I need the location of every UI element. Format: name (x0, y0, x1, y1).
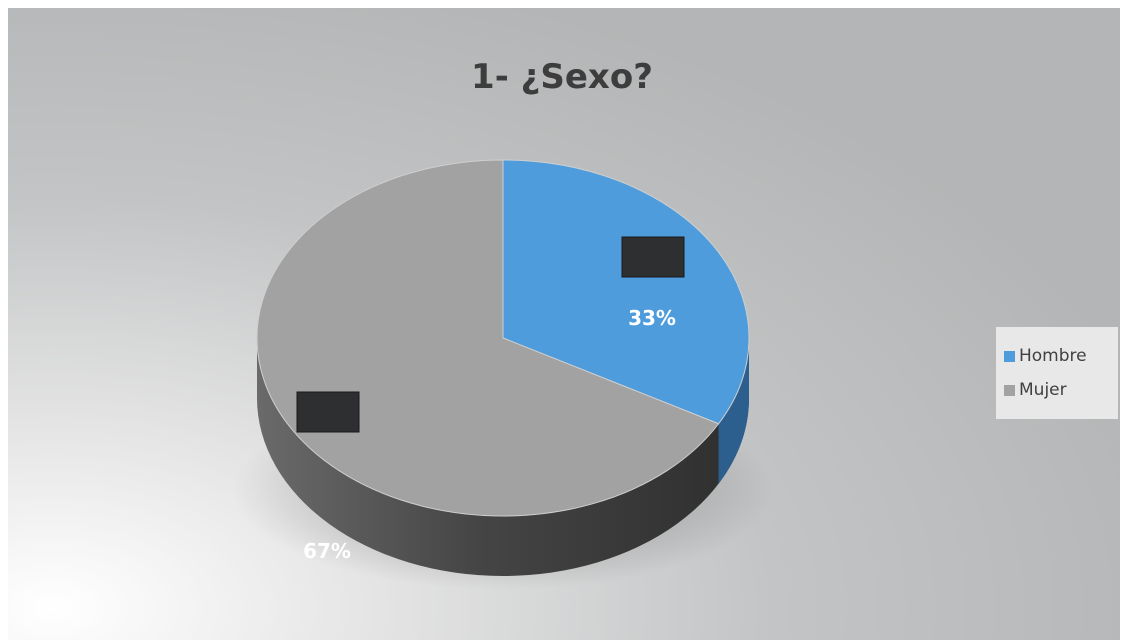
label-box-mujer (296, 391, 360, 433)
legend-swatch-mujer (1004, 384, 1015, 396)
legend-swatch-hombre (1004, 350, 1015, 362)
legend-label-hombre: Hombre (1019, 346, 1087, 366)
legend-item-mujer: Mujer (996, 373, 1118, 407)
pie-slice-mujer (256, 159, 720, 517)
legend-label-mujer: Mujer (1019, 380, 1067, 400)
pie-side (257, 338, 749, 576)
data-label-mujer: 67% (303, 539, 351, 563)
data-label-hombre: 33% (628, 306, 676, 330)
legend: Hombre Mujer (996, 327, 1118, 419)
label-box-hombre (621, 236, 685, 278)
chart-title: 1- ¿Sexo? (471, 57, 653, 97)
legend-item-hombre: Hombre (996, 339, 1118, 373)
pie-group: 33% 67% (256, 159, 750, 576)
pie-side-hombre (718, 338, 749, 484)
pie-slice-hombre (502, 159, 750, 425)
